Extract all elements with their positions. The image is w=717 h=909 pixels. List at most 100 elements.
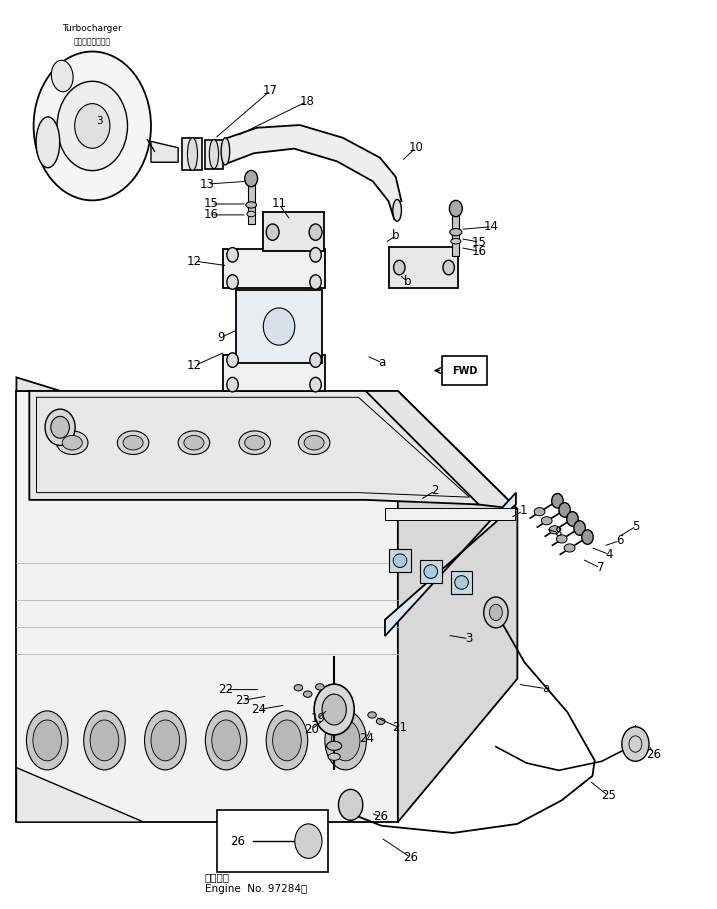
Bar bbox=[389, 246, 458, 288]
Text: 2: 2 bbox=[432, 484, 439, 497]
Circle shape bbox=[574, 521, 585, 535]
Text: 4: 4 bbox=[605, 548, 613, 561]
Text: 13: 13 bbox=[200, 177, 215, 191]
Ellipse shape bbox=[62, 435, 82, 450]
Text: 12: 12 bbox=[187, 359, 202, 372]
Ellipse shape bbox=[556, 534, 567, 543]
Ellipse shape bbox=[451, 238, 461, 244]
Ellipse shape bbox=[205, 711, 247, 770]
Circle shape bbox=[566, 512, 578, 526]
Circle shape bbox=[559, 503, 570, 517]
Text: 15: 15 bbox=[472, 235, 487, 249]
Text: 15: 15 bbox=[204, 197, 219, 211]
Ellipse shape bbox=[304, 435, 324, 450]
Text: Turbocharger: Turbocharger bbox=[62, 25, 122, 34]
Circle shape bbox=[310, 353, 321, 367]
Ellipse shape bbox=[376, 718, 385, 724]
Ellipse shape bbox=[455, 575, 468, 589]
Circle shape bbox=[322, 694, 346, 725]
Circle shape bbox=[394, 260, 405, 275]
Text: b: b bbox=[392, 229, 399, 243]
Text: ターボチャージャ: ターボチャージャ bbox=[74, 37, 111, 46]
Ellipse shape bbox=[541, 516, 552, 524]
Ellipse shape bbox=[84, 711, 125, 770]
Text: 18: 18 bbox=[300, 95, 315, 108]
Ellipse shape bbox=[328, 753, 341, 760]
Text: 14: 14 bbox=[484, 220, 499, 234]
Text: 7: 7 bbox=[597, 562, 604, 574]
Ellipse shape bbox=[294, 684, 303, 691]
Ellipse shape bbox=[424, 564, 437, 578]
Text: 26: 26 bbox=[373, 810, 388, 824]
Ellipse shape bbox=[272, 720, 301, 761]
Ellipse shape bbox=[36, 117, 60, 167]
Bar bbox=[389, 549, 411, 573]
Text: 1: 1 bbox=[519, 504, 527, 517]
Bar bbox=[385, 508, 516, 520]
Polygon shape bbox=[16, 391, 398, 822]
Ellipse shape bbox=[534, 507, 545, 515]
Bar bbox=[452, 210, 460, 255]
Circle shape bbox=[309, 224, 322, 240]
Text: a: a bbox=[542, 682, 550, 695]
Ellipse shape bbox=[325, 711, 366, 770]
Bar bbox=[223, 355, 325, 391]
Ellipse shape bbox=[27, 711, 68, 770]
Ellipse shape bbox=[90, 720, 119, 761]
Text: 5: 5 bbox=[632, 520, 640, 533]
Text: 適用号範: 適用号範 bbox=[204, 873, 229, 883]
Bar bbox=[182, 138, 202, 170]
Text: FWD: FWD bbox=[452, 365, 477, 375]
Text: 21: 21 bbox=[391, 721, 407, 734]
Ellipse shape bbox=[239, 431, 270, 454]
Text: 22: 22 bbox=[218, 683, 233, 696]
Polygon shape bbox=[398, 391, 518, 822]
Ellipse shape bbox=[246, 202, 257, 208]
Ellipse shape bbox=[57, 431, 88, 454]
Ellipse shape bbox=[263, 308, 295, 345]
Polygon shape bbox=[151, 142, 178, 162]
Text: 26: 26 bbox=[403, 851, 418, 864]
Circle shape bbox=[551, 494, 563, 508]
Ellipse shape bbox=[209, 140, 219, 168]
Text: 26: 26 bbox=[229, 834, 244, 847]
Circle shape bbox=[338, 789, 363, 820]
Circle shape bbox=[227, 353, 238, 367]
Text: 8: 8 bbox=[554, 526, 562, 539]
Circle shape bbox=[314, 684, 354, 735]
Bar bbox=[248, 180, 255, 224]
Circle shape bbox=[227, 275, 238, 289]
Circle shape bbox=[295, 824, 322, 858]
Text: a: a bbox=[379, 356, 386, 369]
Circle shape bbox=[227, 377, 238, 392]
Ellipse shape bbox=[184, 435, 204, 450]
Ellipse shape bbox=[393, 554, 407, 567]
Ellipse shape bbox=[247, 211, 255, 216]
Circle shape bbox=[244, 170, 257, 186]
Ellipse shape bbox=[315, 684, 324, 690]
Polygon shape bbox=[29, 391, 479, 504]
Circle shape bbox=[490, 604, 503, 621]
Text: 12: 12 bbox=[187, 255, 202, 267]
Text: 20: 20 bbox=[304, 723, 319, 736]
Ellipse shape bbox=[368, 712, 376, 718]
Ellipse shape bbox=[549, 525, 560, 534]
Polygon shape bbox=[16, 377, 518, 509]
Text: 9: 9 bbox=[217, 331, 225, 344]
Text: 24: 24 bbox=[252, 703, 267, 716]
Ellipse shape bbox=[298, 431, 330, 454]
Ellipse shape bbox=[51, 416, 70, 438]
Ellipse shape bbox=[221, 138, 229, 165]
Polygon shape bbox=[385, 493, 516, 636]
Circle shape bbox=[443, 260, 455, 275]
Circle shape bbox=[34, 52, 151, 200]
Ellipse shape bbox=[145, 711, 186, 770]
Circle shape bbox=[450, 200, 462, 216]
Ellipse shape bbox=[187, 138, 197, 170]
Bar bbox=[262, 212, 324, 251]
Text: 6: 6 bbox=[616, 534, 624, 547]
Text: 25: 25 bbox=[601, 789, 616, 803]
Polygon shape bbox=[16, 767, 144, 822]
Text: 24: 24 bbox=[359, 732, 374, 745]
Text: 3: 3 bbox=[96, 116, 103, 126]
